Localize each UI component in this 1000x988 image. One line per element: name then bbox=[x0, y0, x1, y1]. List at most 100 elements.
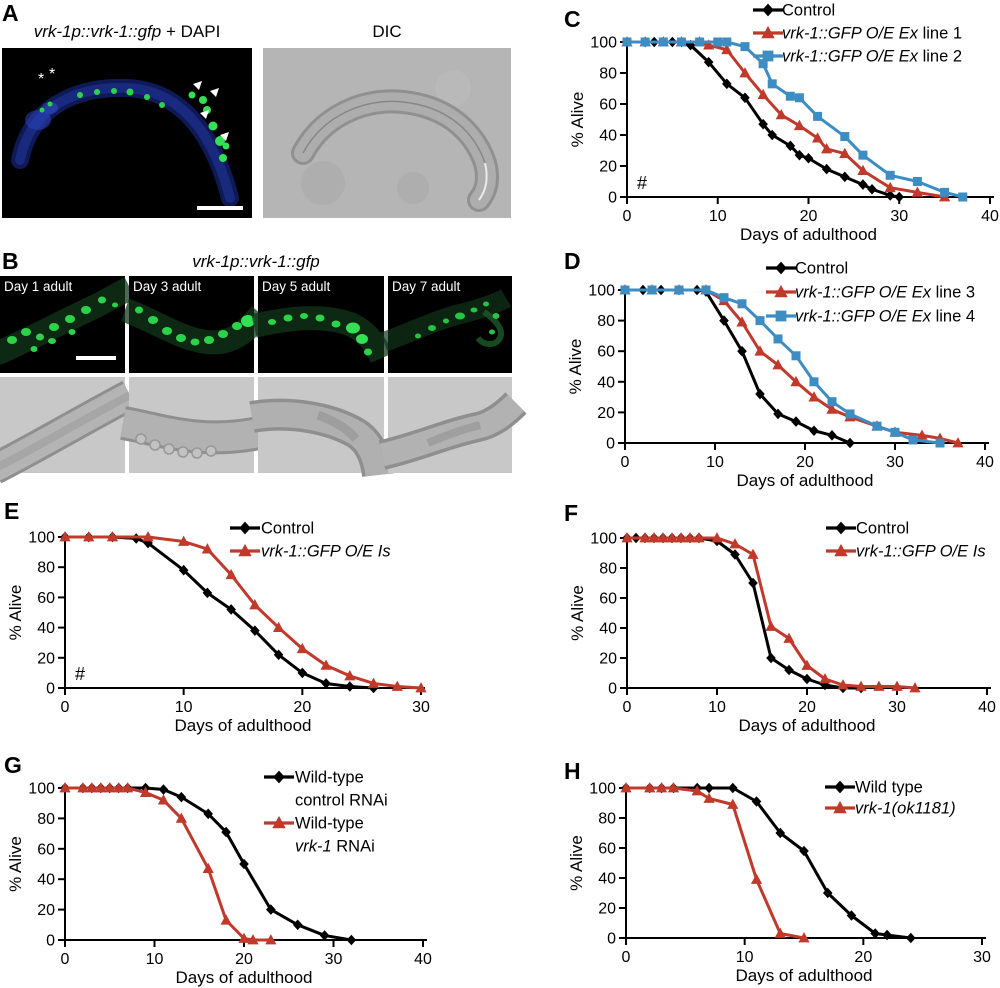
panel-b-fluor-day7 bbox=[380, 276, 512, 373]
panel-b-title: vrk-1p::vrk-1::gfp bbox=[192, 252, 320, 271]
panel-h-letter: H bbox=[564, 758, 581, 784]
axis-labels: 0 10 20 30 40 0 20 40 60 80 100 Days of adulthood % … bbox=[6, 781, 432, 988]
axis-labels: 0 10 20 30 0 20 40 60 80 100 Days of adulthood % Al… bbox=[6, 530, 430, 736]
svg-text:Wild type: Wild type bbox=[855, 779, 923, 797]
svg-text:Control: Control bbox=[795, 260, 848, 278]
svg-text:Days of adulthood: Days of adulthood bbox=[740, 225, 877, 244]
svg-text:80: 80 bbox=[37, 811, 55, 828]
series-square bbox=[622, 37, 968, 202]
svg-text:Days of adulthood: Days of adulthood bbox=[174, 716, 311, 735]
panel-b-fluor-day5 bbox=[251, 276, 394, 373]
series-triangle bbox=[59, 531, 427, 693]
svg-text:80: 80 bbox=[599, 561, 617, 578]
svg-text:40: 40 bbox=[37, 620, 55, 637]
panel-b-dic-day7 bbox=[378, 377, 527, 473]
scale-bar bbox=[197, 206, 243, 210]
svg-text:20: 20 bbox=[599, 159, 617, 176]
egg-circles bbox=[135, 433, 217, 459]
svg-text:100: 100 bbox=[588, 283, 615, 300]
svg-text:20: 20 bbox=[597, 405, 615, 422]
svg-text:vrk-1::GFP O/E Is: vrk-1::GFP O/E Is bbox=[856, 543, 986, 561]
panel-g-letter: G bbox=[4, 752, 22, 778]
svg-text:20: 20 bbox=[796, 454, 814, 471]
svg-text:80: 80 bbox=[597, 313, 615, 330]
svg-text:40: 40 bbox=[598, 871, 616, 888]
title-suffix: + DAPI bbox=[161, 22, 221, 41]
svg-text:% Alive: % Alive bbox=[568, 585, 587, 641]
legend: Wild type vrk-1(ok1181) bbox=[825, 779, 956, 818]
svg-text:vrk-1::GFP O/E Ex line 3: vrk-1::GFP O/E Ex line 3 bbox=[795, 284, 975, 302]
panel-a-fluor-title: vrk-1p::vrk-1::gfp + DAPI bbox=[2, 22, 252, 42]
svg-text:10: 10 bbox=[708, 699, 726, 716]
svg-text:vrk-1::GFP O/E Ex line 1: vrk-1::GFP O/E Ex line 1 bbox=[782, 25, 962, 43]
svg-text:30: 30 bbox=[412, 699, 430, 716]
svg-text:0: 0 bbox=[623, 699, 632, 716]
svg-text:vrk-1 RNAi: vrk-1 RNAi bbox=[295, 838, 375, 856]
svg-text:Days of adulthood: Days of adulthood bbox=[175, 968, 312, 987]
svg-text:60: 60 bbox=[37, 590, 55, 607]
chart-g-survival: 0 10 20 30 40 0 20 40 60 80 100 Days of adulthood % … bbox=[6, 769, 432, 988]
day-label: Day 1 adult bbox=[4, 279, 73, 294]
svg-text:10: 10 bbox=[146, 951, 164, 968]
svg-text:10: 10 bbox=[706, 454, 724, 471]
scale-bar bbox=[76, 356, 116, 360]
chart-c-survival: 0 10 20 30 40 0 20 40 60 80 100 Days of adulthood % … bbox=[568, 2, 999, 245]
svg-text:30: 30 bbox=[325, 951, 343, 968]
svg-text:Control: Control bbox=[782, 2, 835, 20]
svg-text:20: 20 bbox=[235, 951, 253, 968]
gfp-dots bbox=[135, 306, 255, 346]
chart-d-survival: 0 10 20 30 40 0 20 40 60 80 100 Days of adulthood % … bbox=[566, 260, 994, 491]
svg-text:100: 100 bbox=[28, 530, 55, 547]
svg-text:80: 80 bbox=[599, 66, 617, 83]
series-triangle bbox=[620, 782, 810, 943]
panel-e-letter: E bbox=[4, 498, 20, 524]
asterisk-marks: * * bbox=[38, 66, 55, 88]
day-label: Day 3 adult bbox=[133, 279, 202, 294]
svg-text:100: 100 bbox=[589, 781, 616, 798]
panel-b-dic-day5 bbox=[249, 377, 394, 478]
svg-text:20: 20 bbox=[854, 949, 872, 966]
svg-text:Wild-type: Wild-type bbox=[295, 815, 364, 833]
axes bbox=[620, 40, 994, 204]
svg-text:Days of adulthood: Days of adulthood bbox=[738, 716, 875, 735]
series-triangle bbox=[59, 782, 277, 945]
svg-text:20: 20 bbox=[598, 901, 616, 918]
svg-text:40: 40 bbox=[976, 454, 994, 471]
svg-text:0: 0 bbox=[61, 699, 70, 716]
hash-annotation: # bbox=[637, 173, 647, 193]
svg-text:60: 60 bbox=[597, 344, 615, 361]
svg-text:Days of adulthood: Days of adulthood bbox=[735, 966, 872, 985]
svg-text:40: 40 bbox=[597, 374, 615, 391]
axis-labels: 0 10 20 30 0 20 40 60 80 100 Days of adulthood % Al… bbox=[567, 781, 991, 986]
worm-body-dapi bbox=[11, 78, 239, 207]
panel-b-fluor-day3 bbox=[120, 276, 271, 373]
gene-name: vrk-1p::vrk-1::gfp bbox=[33, 22, 162, 41]
svg-text:20: 20 bbox=[599, 651, 617, 668]
svg-text:0: 0 bbox=[608, 190, 617, 207]
panel-c-letter: C bbox=[564, 6, 581, 32]
chart-h-survival: 0 10 20 30 0 20 40 60 80 100 Days of adulthood % Al… bbox=[567, 779, 991, 986]
svg-text:20: 20 bbox=[293, 699, 311, 716]
svg-text:100: 100 bbox=[590, 531, 617, 548]
svg-text:60: 60 bbox=[37, 841, 55, 858]
svg-text:0: 0 bbox=[46, 933, 55, 950]
svg-text:40: 40 bbox=[414, 951, 432, 968]
svg-text:vrk-1(ok1181): vrk-1(ok1181) bbox=[855, 800, 956, 818]
svg-text:0: 0 bbox=[622, 949, 631, 966]
chart-f-survival: 0 10 20 30 40 0 20 40 60 80 100 Days of adulthood % … bbox=[568, 520, 996, 736]
svg-text:20: 20 bbox=[800, 208, 818, 225]
panel-b-dic-day1 bbox=[0, 377, 138, 484]
svg-text:20: 20 bbox=[37, 650, 55, 667]
panel-a-dic-image bbox=[263, 48, 511, 218]
svg-text:100: 100 bbox=[590, 35, 617, 52]
panel-a-letter: A bbox=[2, 0, 19, 26]
panel-d-letter: D bbox=[564, 248, 581, 274]
svg-text:% Alive: % Alive bbox=[568, 92, 587, 148]
svg-text:40: 40 bbox=[978, 699, 996, 716]
arrowhead-marks bbox=[193, 81, 229, 141]
svg-text:10: 10 bbox=[175, 699, 193, 716]
